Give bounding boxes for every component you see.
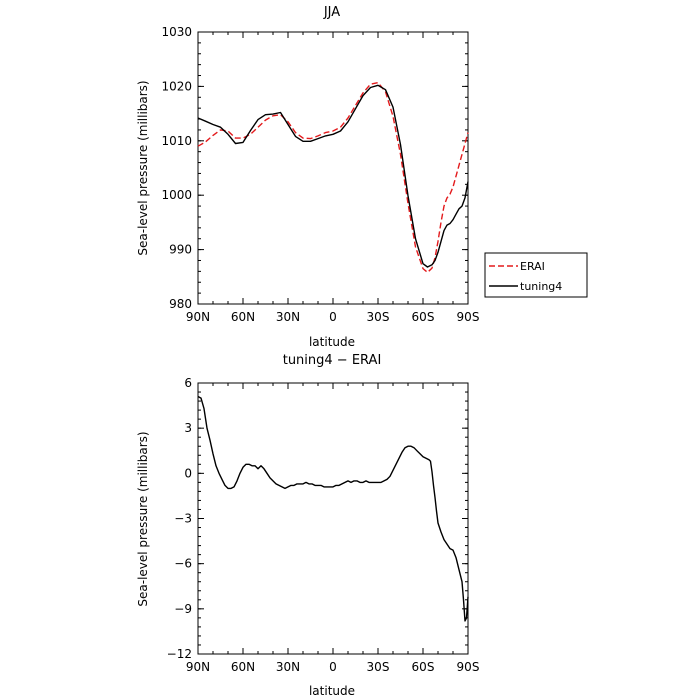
y-tick-label: 6 [184,376,192,390]
difference-panel: tuning4 − ERAI 90N 60N 30N 0 30S 60S 90S −12 −9 −… [136,353,479,698]
series-line-tuning4 [197,84,469,268]
x-tick-label: 0 [329,660,337,674]
y-tick-label: 0 [184,466,192,480]
legend-label-erai: ERAI [520,260,545,273]
y-axis-label: Sea-level pressure (millibars) [136,80,150,255]
x-tick-label: 30S [367,660,390,674]
x-tick-label: 30S [367,310,390,324]
y-tick-label: −12 [167,647,192,661]
x-tick-label: 90S [457,660,480,674]
y-tick-label: 980 [169,297,192,311]
plot-area: 90N 60N 30N 0 30S 60S 90S 980 990 1000 1010 1020 103… [161,25,479,324]
x-axis-label: latitude [309,684,355,698]
x-tick-label: 90S [457,310,480,324]
y-tick-label: −6 [174,557,192,571]
legend-label-tuning4: tuning4 [520,280,562,293]
series-line-erai [197,81,469,274]
y-tick-label: 3 [184,421,192,435]
x-tick-label: 30N [276,660,300,674]
y-tick-label: 1010 [161,134,192,148]
x-tick-label: 30N [276,310,300,324]
x-tick-label: 60S [412,310,435,324]
legend: ERAI tuning4 [484,252,588,298]
chart-title: tuning4 − ERAI [283,353,382,368]
x-tick-label: 0 [329,310,337,324]
chart-title: JJA [323,5,340,20]
x-tick-label: 60N [231,310,255,324]
legend-box [484,252,588,298]
y-tick-label: −9 [174,602,192,616]
x-axis-label: latitude [309,335,355,349]
y-tick-label: 990 [169,243,192,257]
difference-line [197,395,469,622]
plot-frame [197,31,469,305]
x-tick-label: 90N [186,660,210,674]
plot-area: 90N 60N 30N 0 30S 60S 90S −12 −9 −6 −3 0 3 6 [167,376,480,674]
y-axis-label: Sea-level pressure (millibars) [136,431,150,606]
x-tick-label: 90N [186,310,210,324]
y-tick-label: 1030 [161,25,192,39]
y-tick-label: 1020 [161,79,192,93]
x-tick-label: 60S [412,660,435,674]
y-tick-label: −3 [174,512,192,526]
pressure-panel: JJA 90N 60N 30N 0 30S 60S 90S 980 990 1000 1010 102… [136,5,588,349]
plot-frame [197,382,469,655]
y-tick-label: 1000 [161,188,192,202]
x-tick-label: 60N [231,660,255,674]
